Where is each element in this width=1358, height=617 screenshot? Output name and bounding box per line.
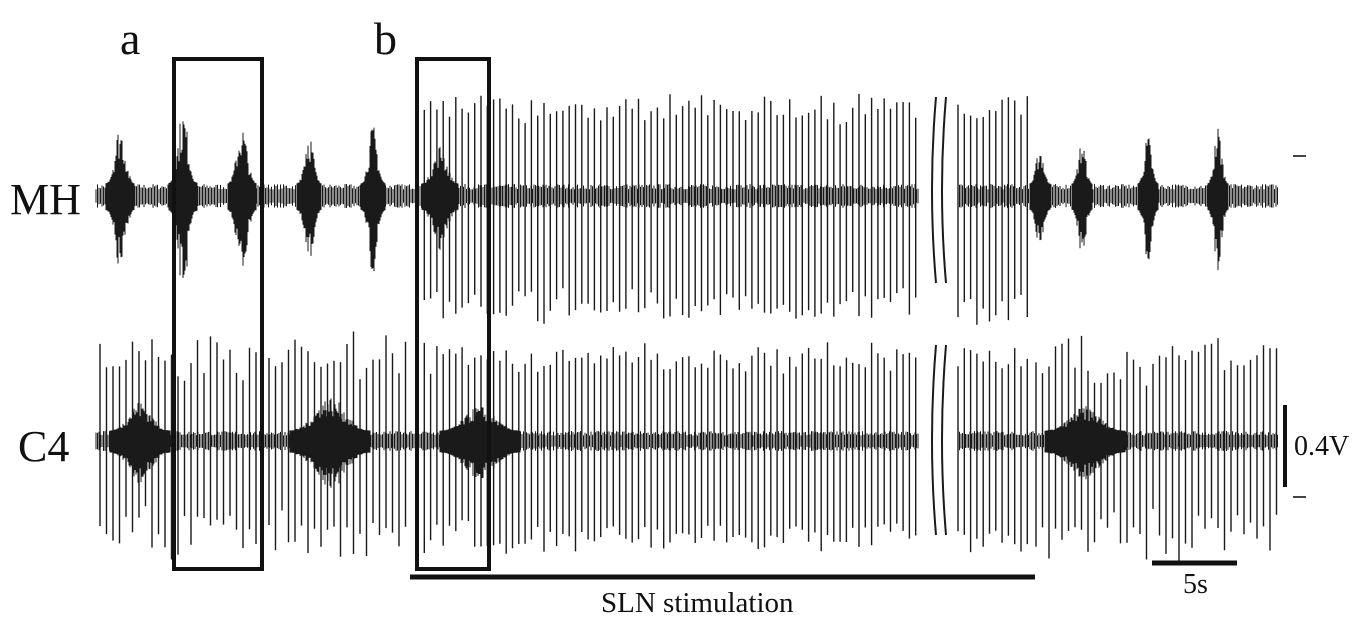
recording-break-mark [931, 96, 947, 536]
panel-b-label: b [374, 13, 397, 64]
panel-a-box [172, 57, 264, 571]
trace-stimulus-artifacts [417, 93, 1028, 325]
time-scale-label: 5s [1183, 569, 1208, 600]
c4-channel-label: C4 [18, 422, 69, 471]
voltage-scale-label: 0.4V [1294, 431, 1349, 462]
trace-activity [95, 121, 1278, 278]
c4-trace [95, 331, 1278, 562]
panel-b-box [415, 57, 491, 571]
stimulation-label: SLN stimulation [601, 587, 794, 617]
mh-channel-label: MH [10, 175, 81, 224]
panel-a-label: a [120, 13, 140, 64]
mh-trace [95, 93, 1278, 325]
trace-activity [95, 398, 1278, 488]
